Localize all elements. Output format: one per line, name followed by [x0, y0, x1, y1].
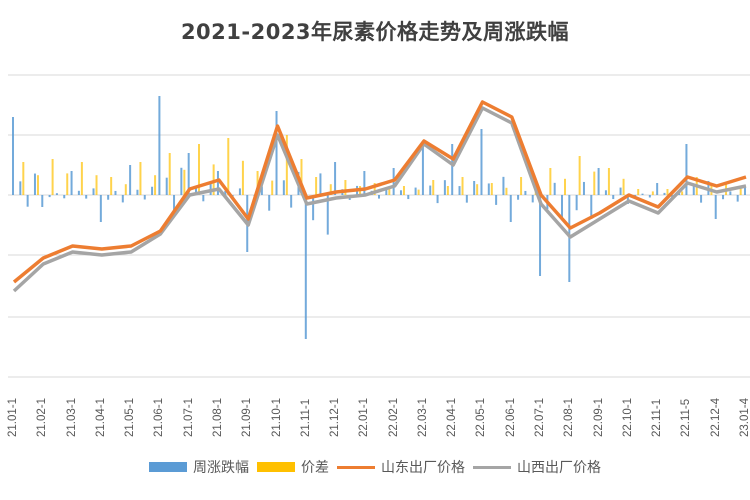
- x-tick-label: 22.08-1: [563, 397, 576, 437]
- x-tick-label: 21.01-1: [7, 397, 19, 437]
- x-tick-label: 21.05-1: [124, 397, 137, 437]
- x-tick-label: 22.11-1: [651, 398, 664, 437]
- x-tick-label: 21.09-1: [241, 397, 254, 437]
- x-tick-label: 22.05-1: [475, 397, 488, 437]
- legend-item-shandong[interactable]: 山东出厂价格: [337, 457, 465, 477]
- chart-title: 2021-2023年尿素价格走势及周涨跌幅: [180, 20, 570, 44]
- x-tick-label: 22.03-1: [416, 397, 429, 437]
- x-tick-label: 22.09-1: [592, 397, 605, 437]
- x-tick-label: 21.08-1: [211, 397, 224, 437]
- x-tick-label: 21.11-1: [299, 398, 312, 437]
- x-tick-label: 22.10-1: [621, 397, 634, 437]
- legend: 周涨跌幅 价差 山东出厂价格 山西出厂价格: [0, 457, 750, 477]
- legend-item-spread[interactable]: 价差: [257, 457, 329, 477]
- legend-swatch-bar-icon: [149, 462, 187, 472]
- legend-item-shanxi[interactable]: 山西出厂价格: [473, 457, 601, 477]
- legend-swatch-line-icon: [337, 465, 375, 469]
- x-tick-label: 21.02-1: [36, 397, 49, 437]
- legend-swatch-bar-icon: [257, 462, 295, 472]
- legend-swatch-line-icon: [473, 465, 511, 469]
- x-tick-label: 22.12-4: [709, 397, 722, 437]
- x-tick-label: 22.11-5: [680, 398, 693, 437]
- x-tick-label: 22.07-1: [534, 397, 547, 437]
- bar-series: [12, 96, 746, 339]
- x-tick-label: 22.01-1: [358, 397, 371, 437]
- x-tick-label: 21.04-1: [94, 397, 107, 437]
- plot-area: [8, 74, 750, 378]
- x-tick-label: 21.03-1: [65, 397, 78, 437]
- x-tick-label: 22.02-1: [387, 397, 400, 437]
- legend-item-weekly-change[interactable]: 周涨跌幅: [149, 457, 249, 477]
- x-tick-label: 23.01-4: [739, 397, 750, 437]
- x-tick-label: 22.04-1: [446, 397, 459, 437]
- x-tick-label: 21.10-1: [270, 397, 283, 437]
- x-tick-label: 21.12-1: [329, 397, 342, 437]
- line-shandong: [12, 100, 747, 284]
- x-tick-label: 21.06-1: [153, 397, 166, 437]
- line-series: [12, 100, 747, 293]
- x-tick-label: 21.07-1: [182, 397, 195, 437]
- gridlines: [8, 74, 750, 378]
- line-shanxi: [12, 106, 747, 293]
- x-tick-label: 22.06-1: [504, 397, 517, 437]
